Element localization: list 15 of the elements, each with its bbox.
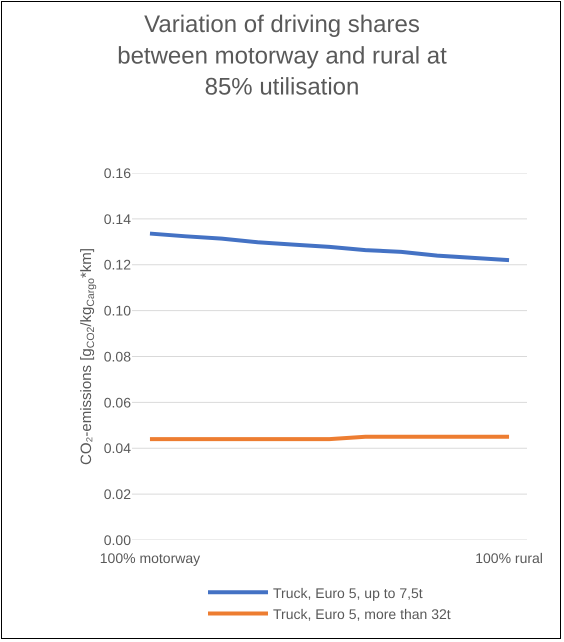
y-tick-label: 0.16 bbox=[104, 164, 132, 181]
x-tick-label: 100% rural bbox=[475, 550, 543, 566]
chart-title: Variation of driving shares between motorway and rural at 85% utilisation bbox=[117, 11, 448, 100]
y-tick-label: 0.08 bbox=[104, 348, 132, 364]
y-tick-label: 0.12 bbox=[104, 256, 132, 273]
line-series bbox=[148, 232, 512, 262]
y-tick-label: 0.10 bbox=[104, 302, 132, 319]
y-tick-label: 0.00 bbox=[104, 532, 132, 548]
y-tick-label: 0.02 bbox=[104, 486, 132, 502]
y-tick-label: 0.04 bbox=[104, 440, 132, 456]
y-tick-label: 0.06 bbox=[104, 394, 132, 410]
x-tick-label: 100% motorway bbox=[100, 550, 200, 566]
legend-label: Truck, Euro 5, more than 32t bbox=[273, 606, 451, 622]
legend-label: Truck, Euro 5, up to 7,5t bbox=[273, 584, 423, 601]
y-tick-label: 0.14 bbox=[104, 210, 132, 227]
